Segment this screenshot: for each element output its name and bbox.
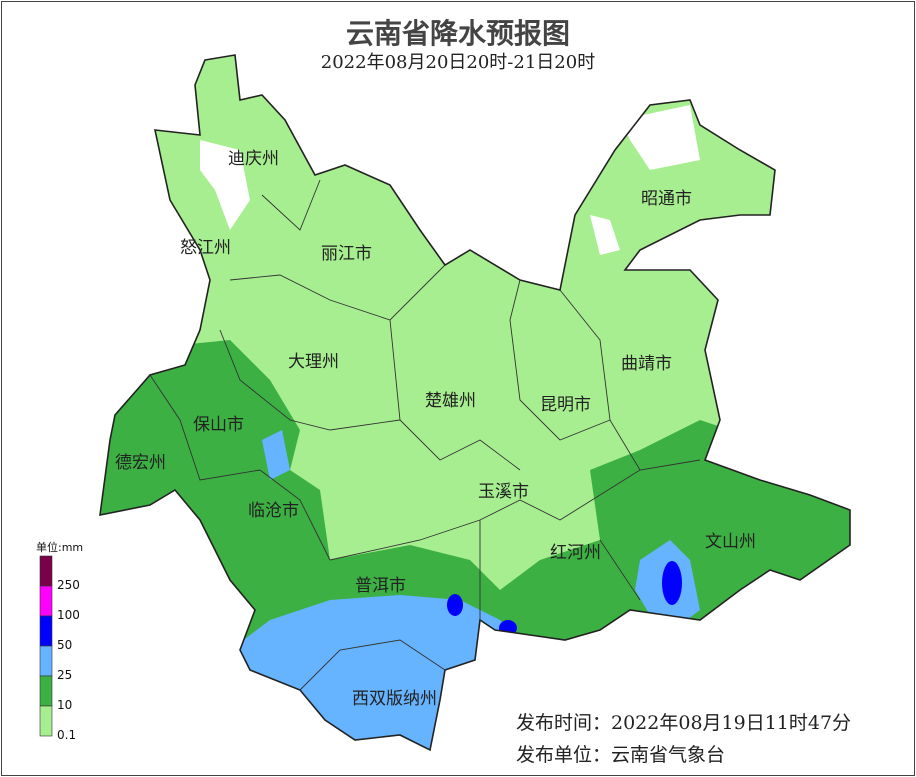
region-label-chuxiong: 楚雄州 xyxy=(425,391,476,411)
region-label-dehong: 德宏州 xyxy=(115,453,166,473)
legend-swatch-10-25 xyxy=(39,675,53,707)
no-rain-zone-north xyxy=(200,105,700,255)
region-label-puer: 普洱市 xyxy=(355,576,406,596)
legend-tick: 100 xyxy=(57,608,80,622)
rain-zone-storm-east xyxy=(662,561,682,605)
region-label-lijiang: 丽江市 xyxy=(321,244,372,264)
map-title: 云南省降水预报图 xyxy=(345,17,570,50)
legend-tick: 50 xyxy=(57,638,73,652)
legend-swatch-100-250 xyxy=(39,585,53,617)
prefecture-boundaries xyxy=(149,179,701,691)
region-label-honghe: 红河州 xyxy=(550,543,601,563)
rain-zone-storm-puer xyxy=(447,594,463,616)
region-label-lincang: 临沧市 xyxy=(248,501,299,521)
rain-zone-storm-honghe xyxy=(499,620,517,636)
region-label-qujing: 曲靖市 xyxy=(621,354,672,374)
legend-tick: 250 xyxy=(57,578,80,592)
region-label-kunming: 昆明市 xyxy=(540,395,591,415)
region-label-baoshan: 保山市 xyxy=(193,415,244,435)
region-label-zhaotong: 昭通市 xyxy=(641,189,692,209)
region-label-wenshan: 文山州 xyxy=(705,532,756,552)
legend-swatch-25-50 xyxy=(39,645,53,677)
legend-swatch-50-100 xyxy=(39,615,53,647)
legend-colorbar xyxy=(39,555,53,737)
legend-swatch-250plus xyxy=(39,555,53,587)
legend-swatch-0.1-10 xyxy=(39,705,53,737)
publish-unit: 发布单位：云南省气象台 xyxy=(516,744,726,766)
region-label-nujiang: 怒江州 xyxy=(180,238,231,258)
region-label-xishuangbanna: 西双版纳州 xyxy=(352,689,437,709)
legend-tick: 0.1 xyxy=(57,728,77,742)
map-subtitle: 2022年08月20日20时-21日20时 xyxy=(320,52,596,73)
region-label-diqing: 迪庆州 xyxy=(228,149,279,169)
legend-tick: 25 xyxy=(57,668,73,682)
publish-time: 发布时间：2022年08月19日11时47分 xyxy=(516,712,852,734)
rain-zone-heavy-west xyxy=(262,430,290,480)
region-label-dali: 大理州 xyxy=(288,352,339,372)
legend-title: 单位:mm xyxy=(36,541,84,554)
legend-tick: 10 xyxy=(57,698,73,712)
region-label-yuxi: 玉溪市 xyxy=(478,482,529,502)
